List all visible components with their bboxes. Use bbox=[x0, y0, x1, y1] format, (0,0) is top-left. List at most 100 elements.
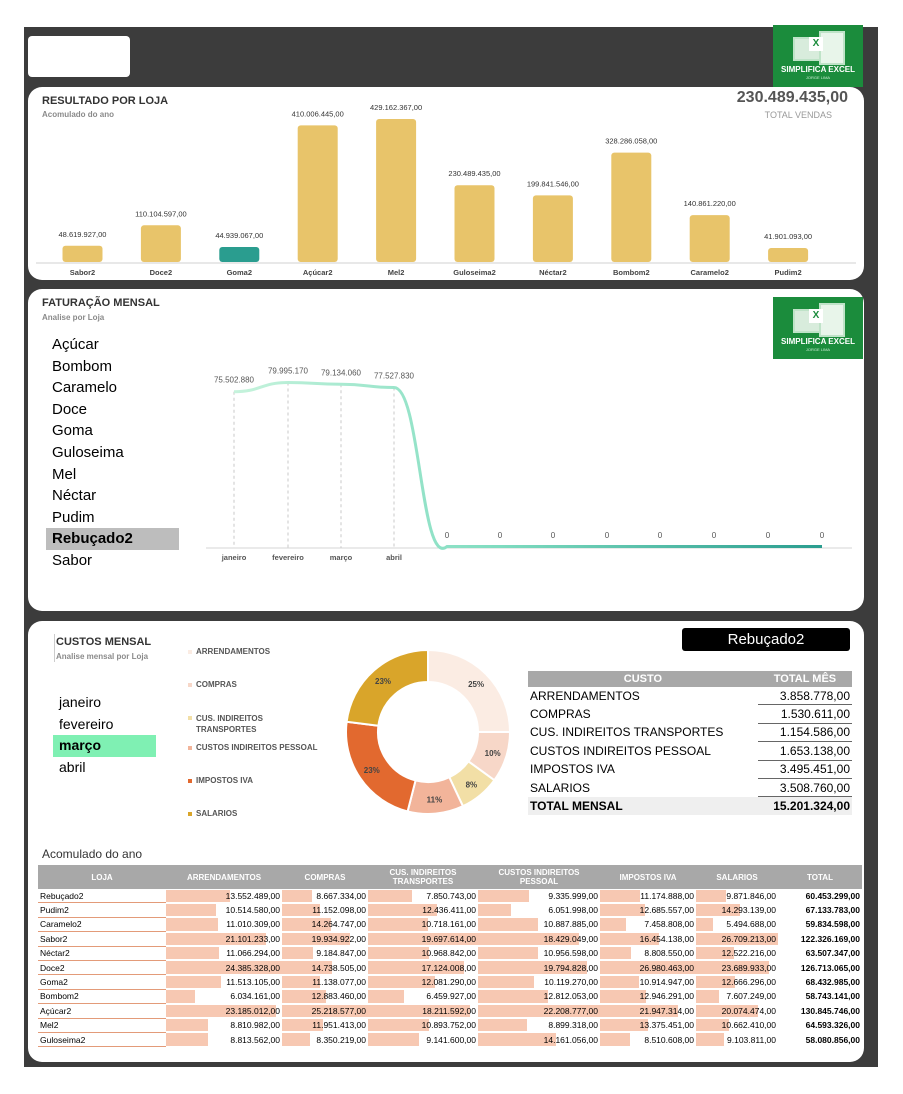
store-cell: Pudim2 bbox=[38, 902, 166, 918]
value-text: 10.662.410,00 bbox=[721, 1020, 776, 1031]
value-cell: 7.607.249,00 bbox=[696, 989, 778, 1003]
cost-value: 1.154.586,00 bbox=[757, 723, 852, 743]
faturacao-line-chart: 75.502.880 janeiro 79.995.170 fevereiro 79.1… bbox=[206, 367, 852, 562]
value-cell: 8.899.318,00 bbox=[478, 1018, 600, 1032]
value-text: 19.794.828,00 bbox=[543, 962, 598, 973]
month-slicer-item[interactable]: março bbox=[53, 735, 156, 757]
data-bar bbox=[166, 961, 282, 974]
store-slicer-item[interactable]: Rebuçado2 bbox=[46, 528, 179, 550]
point-value-label: 0 bbox=[712, 531, 717, 540]
donut-slice[interactable] bbox=[427, 648, 512, 733]
store-slicer-item[interactable]: Guloseima bbox=[52, 443, 124, 461]
value-cell: 8.510.608,00 bbox=[600, 1032, 696, 1046]
cost-name: ARRENDAMENTOS bbox=[530, 688, 640, 703]
resultado-title: RESULTADO POR LOJA bbox=[42, 95, 169, 107]
store-cell: Mel2 bbox=[38, 1018, 166, 1033]
bar[interactable] bbox=[611, 152, 652, 262]
store-slicer-item[interactable]: Bombom bbox=[52, 357, 113, 375]
store-slicer: Açúcar Bombom Caramelo Doce Goma Guloseima Mel… bbox=[46, 334, 192, 572]
value-text: 10.887.885,00 bbox=[543, 919, 598, 930]
month-slicer-item[interactable]: abril bbox=[59, 758, 86, 775]
data-bar bbox=[166, 975, 221, 989]
value-text: 16.454.138,00 bbox=[639, 933, 694, 944]
bar[interactable] bbox=[768, 248, 809, 262]
acumulado-title: Acomulado do ano bbox=[42, 847, 143, 861]
cost-total-row: TOTAL MENSAL 15.201.324,00 bbox=[528, 796, 852, 815]
value-text: 8.810.982,00 bbox=[230, 1020, 280, 1031]
value-text: 8.813.562,00 bbox=[230, 1034, 280, 1045]
value-cell: 8.350.219,00 bbox=[282, 1032, 368, 1046]
bar[interactable] bbox=[62, 245, 103, 262]
bar[interactable] bbox=[532, 195, 573, 262]
data-bar bbox=[696, 903, 740, 917]
faturacao-title: FATURAÇÃO MENSAL bbox=[42, 297, 160, 309]
data-bar bbox=[600, 903, 646, 917]
data-bar bbox=[478, 961, 587, 974]
legend-item: SALARIOS bbox=[196, 809, 238, 818]
data-bar bbox=[282, 932, 350, 946]
cost-value: 3.508.760,00 bbox=[757, 778, 852, 798]
column-header: COMPRAS bbox=[282, 865, 368, 889]
table-row: Caramelo2 11.010.309,00 14.264.747,00 10.71… bbox=[38, 917, 862, 933]
store-slicer-item[interactable]: Goma bbox=[52, 422, 93, 440]
x-tick-label: janeiro bbox=[221, 553, 247, 562]
value-text: 10.718.161,00 bbox=[421, 919, 476, 930]
custos-title: CUSTOS MENSAL bbox=[56, 636, 152, 648]
value-text: 14.293.139,00 bbox=[721, 905, 776, 916]
x-tick-label: abril bbox=[386, 553, 402, 562]
value-cell: 25.218.577,00 bbox=[282, 1004, 368, 1018]
bar[interactable] bbox=[219, 247, 260, 262]
value-text: 25.218.577,00 bbox=[311, 1005, 366, 1016]
value-text: 14.738.505,00 bbox=[311, 962, 366, 973]
month-slicer-item[interactable]: fevereiro bbox=[59, 715, 114, 732]
value-cell: 8.667.334,00 bbox=[282, 889, 368, 903]
value-cell: 13.375.451,00 bbox=[600, 1018, 696, 1032]
total-cell: 58.080.856,00 bbox=[805, 1034, 860, 1045]
value-cell: 12.666.296,00 bbox=[696, 975, 778, 989]
cost-name: CUSTOS INDIREITOS PESSOAL bbox=[530, 743, 711, 758]
value-cell: 11.152.098,00 bbox=[282, 903, 368, 917]
bar[interactable] bbox=[376, 119, 417, 262]
column-header: ARRENDAMENTOS bbox=[166, 865, 282, 889]
value-text: 10.956.598,00 bbox=[543, 948, 598, 959]
bar[interactable] bbox=[140, 225, 181, 262]
value-cell: 10.914.947,00 bbox=[600, 975, 696, 989]
data-bar bbox=[368, 961, 464, 974]
store-slicer-item[interactable]: Caramelo bbox=[52, 379, 118, 397]
selected-store-badge: Rebuçado2 bbox=[682, 628, 850, 651]
data-bar bbox=[166, 1033, 208, 1046]
value-cell: 21.101.233,00 bbox=[166, 932, 282, 946]
store-slicer-item[interactable]: Sabor bbox=[52, 551, 93, 569]
data-bar bbox=[600, 1033, 631, 1046]
value-text: 9.184.847,00 bbox=[316, 948, 366, 959]
data-bar bbox=[282, 890, 312, 902]
store-slicer-item[interactable]: Pudim bbox=[52, 508, 95, 526]
data-bar bbox=[282, 947, 314, 960]
value-cell: 12.946.291,00 bbox=[600, 989, 696, 1003]
store-slicer-item[interactable]: Doce bbox=[52, 400, 88, 418]
cost-header: CUSTO bbox=[528, 671, 758, 687]
column-header: LOJA bbox=[38, 865, 166, 889]
bar[interactable] bbox=[297, 125, 338, 262]
value-text: 13.552.489,00 bbox=[225, 890, 280, 901]
value-cell: 14.161.056,00 bbox=[478, 1032, 600, 1046]
cost-row: ARRENDAMENTOS 3.858.778,00 bbox=[528, 687, 852, 706]
bar[interactable] bbox=[454, 185, 495, 262]
data-bar bbox=[282, 1033, 311, 1046]
value-cell: 12.436.411,00 bbox=[368, 903, 478, 917]
value-cell: 8.810.982,00 bbox=[166, 1018, 282, 1032]
month-slicer-item[interactable]: janeiro bbox=[59, 694, 102, 710]
donut-slice[interactable] bbox=[345, 648, 429, 727]
donut-slice[interactable] bbox=[345, 720, 417, 813]
store-cell: Açúcar2 bbox=[38, 1003, 166, 1019]
bar[interactable] bbox=[689, 215, 730, 262]
store-slicer-item[interactable]: Mel bbox=[52, 465, 77, 483]
data-bar bbox=[166, 932, 267, 946]
data-bar bbox=[368, 975, 436, 989]
store-slicer-item[interactable]: Açúcar bbox=[52, 336, 99, 353]
value-cell: 19.697.614,00 bbox=[368, 932, 478, 946]
value-cell: 7.850.743,00 bbox=[368, 889, 478, 903]
store-slicer-item[interactable]: Néctar bbox=[52, 487, 97, 505]
x-tick-label: fevereiro bbox=[272, 553, 304, 562]
header-blank-box bbox=[28, 36, 130, 77]
